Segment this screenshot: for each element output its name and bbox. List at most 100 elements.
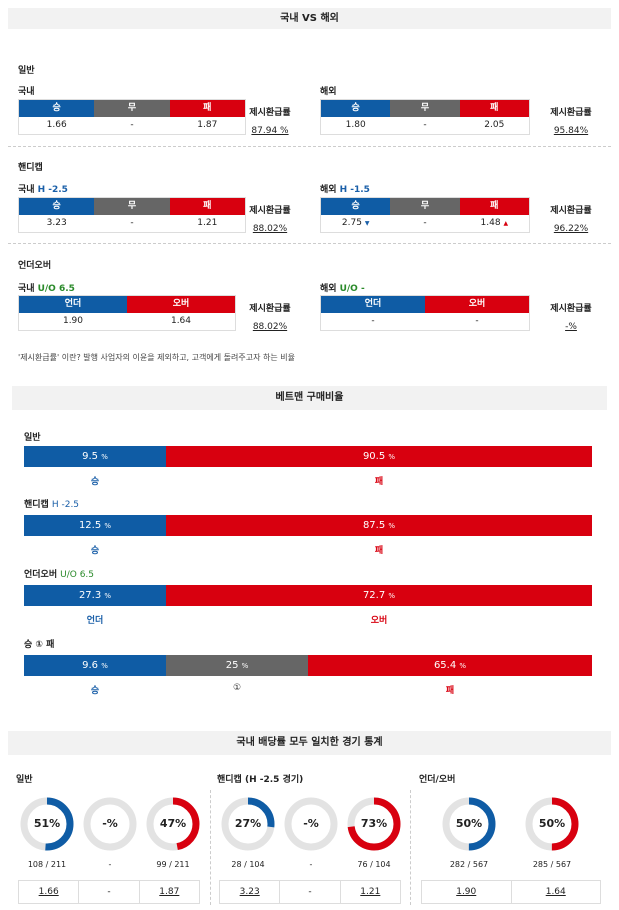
- stats-handicap-odds-table: 3.23 - 1.21: [219, 880, 401, 904]
- handicap-overseas-label: 해외 H -1.5: [320, 182, 370, 195]
- segment-value: 72.7: [362, 590, 386, 601]
- odds-value: -: [79, 881, 140, 903]
- under-over-label: 언더오버: [18, 261, 52, 271]
- odds-link[interactable]: 3.23: [220, 881, 281, 903]
- draw-header: 무: [94, 100, 170, 117]
- under-caption: 언더: [86, 616, 104, 626]
- segment-value: 9.5: [82, 451, 99, 462]
- under-odds: -: [371, 316, 375, 326]
- stats-ring: -%: [83, 797, 137, 851]
- purchase-general-label: 일반: [24, 433, 41, 443]
- ring-percent: -%: [102, 817, 118, 830]
- stats-ring: 50%: [442, 797, 496, 851]
- count-text: 76 / 104: [357, 860, 391, 869]
- handicap-domestic-odds-table: 승 무 패 3.23 - 1.21: [18, 197, 246, 233]
- pct-unit: %: [101, 662, 108, 670]
- segment-value: 25: [225, 660, 239, 671]
- draw-odds: -: [130, 120, 134, 130]
- pct-unit: %: [241, 662, 249, 670]
- under-over-line: U/O 6.5: [60, 570, 95, 580]
- odds-value: -: [280, 881, 341, 903]
- return-rate-value: 88.02%: [252, 224, 288, 234]
- ring-arc: [347, 797, 401, 851]
- stats-handicap-label: 핸디캡 (H -2.5 경기): [217, 775, 304, 785]
- overseas-text: 해외: [320, 284, 337, 294]
- segment-value: 12.5: [78, 520, 102, 531]
- handicap-domestic-label: 국내 H -2.5: [18, 182, 68, 195]
- win-header: 승: [321, 198, 391, 215]
- return-rate-value: 87.94 %: [251, 126, 289, 136]
- segment-value: 27.3: [78, 590, 102, 601]
- stats-ring: 51%: [20, 797, 74, 851]
- draw-header: 무: [94, 198, 170, 215]
- handicap-line: H -1.5: [339, 185, 370, 195]
- odds-link[interactable]: 1.87: [159, 887, 180, 897]
- under-header: 언더: [19, 296, 127, 313]
- draw-header: 무: [390, 198, 460, 215]
- draw-odds: -: [423, 120, 427, 130]
- down-arrow-icon: ▼: [364, 220, 370, 227]
- odds-link[interactable]: 1.66: [19, 881, 80, 903]
- return-rate-label: 제시환급률: [550, 304, 592, 314]
- ring-arc: [20, 797, 74, 851]
- pct-unit: %: [101, 453, 108, 461]
- lose-segment: 65.4 %: [308, 655, 592, 676]
- ring-percent: 50%: [455, 817, 483, 830]
- count-text: 108 / 211: [27, 860, 67, 869]
- under-over-text: 언더오버: [24, 570, 58, 580]
- divider: [410, 790, 411, 905]
- stats-ring: 27%: [221, 797, 275, 851]
- general-overseas-return-rate: 제시환급률 95.84%: [548, 105, 594, 136]
- lose-odds: 1.87: [197, 120, 218, 130]
- odds-link[interactable]: 1.21: [360, 887, 381, 897]
- section-header-betman-purchase-ratio: 베트맨 구매비율: [12, 386, 607, 410]
- over-header: 오버: [127, 296, 235, 313]
- odds-link[interactable]: 1.90: [422, 881, 512, 903]
- purchase-under-over-bar: 27.3 % 72.7 %: [24, 585, 592, 606]
- purchase-handicap-label: 핸디캡 H -2.5: [24, 497, 79, 510]
- under-odds: 1.90: [62, 316, 84, 326]
- ring-percent: 50%: [538, 817, 566, 830]
- general-domestic-odds-table: 승 무 패 1.66 - 1.87: [18, 99, 246, 135]
- win-odds-value: 2.75: [341, 218, 362, 228]
- win-odds: 1.80: [345, 120, 366, 130]
- section-header-matching-odds-stats: 국내 배당률 모두 일치한 경기 통계: [8, 731, 611, 755]
- lose-header: 패: [169, 100, 245, 117]
- handicap-domestic-return-rate: 제시환급률 88.02%: [248, 203, 292, 234]
- return-rate-value: -%: [565, 322, 577, 332]
- win-segment: 9.5 %: [24, 446, 166, 467]
- return-rate-value: 95.84%: [553, 126, 589, 136]
- ring-percent: 47%: [159, 817, 187, 830]
- win-caption: 승: [90, 546, 100, 556]
- handicap-overseas-odds-table: 승 무 패 2.75 ▼ - 1.48 ▲: [320, 197, 530, 233]
- over-odds: -: [475, 316, 479, 326]
- count-text: 99 / 211: [156, 860, 190, 869]
- segment-value: 90.5: [362, 451, 386, 462]
- divider: [8, 243, 611, 244]
- handicap-label: 핸디캡: [18, 163, 43, 173]
- count-text: 285 / 567: [532, 860, 572, 869]
- lose-caption: 패: [374, 477, 384, 487]
- win-odds: 2.75 ▼: [321, 215, 390, 232]
- pct-unit: %: [388, 453, 396, 461]
- lose-header: 패: [459, 198, 529, 215]
- over-caption: 오버: [370, 616, 388, 626]
- stats-under-over-label: 언더/오버: [419, 775, 456, 785]
- draw-odds: -: [423, 218, 427, 228]
- stats-general-label: 일반: [16, 775, 33, 785]
- count-text: 28 / 104: [231, 860, 265, 869]
- return-rate-label: 제시환급률: [249, 206, 291, 216]
- ring-percent: 73%: [360, 817, 388, 830]
- purchase-handicap-bar: 12.5 % 87.5 %: [24, 515, 592, 536]
- lose-odds: 1.21: [197, 218, 218, 228]
- count-text: -: [108, 860, 112, 869]
- section-header-domestic-vs-overseas: 국내 VS 해외: [8, 8, 611, 29]
- pct-unit: %: [388, 522, 396, 530]
- domestic-text: 국내: [18, 185, 35, 195]
- stats-ring: -%: [284, 797, 338, 851]
- stats-ring: 50%: [525, 797, 579, 851]
- up-arrow-icon: ▲: [503, 220, 509, 227]
- win-odds: 3.23: [46, 218, 67, 228]
- purchase-win-draw-lose-label: 승 ① 패: [24, 640, 55, 650]
- odds-link[interactable]: 1.64: [545, 887, 566, 897]
